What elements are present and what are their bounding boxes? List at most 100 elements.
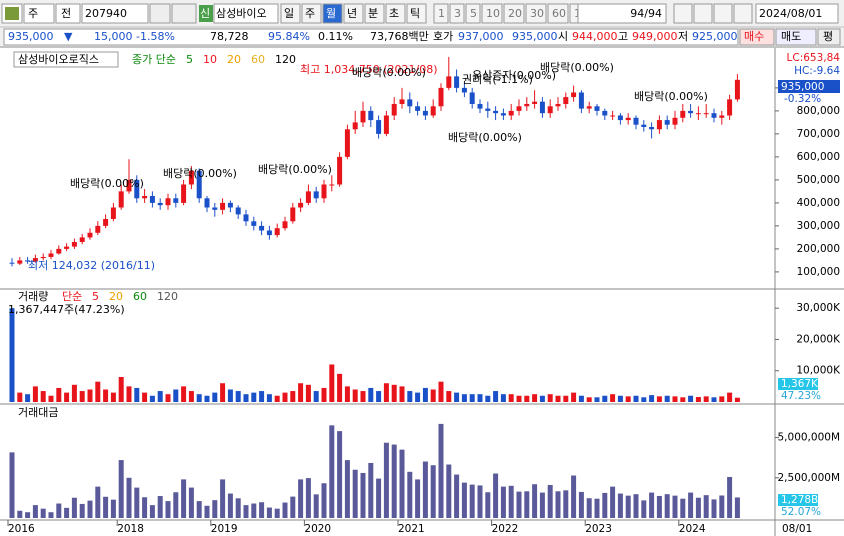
bar (719, 396, 725, 402)
button[interactable] (733, 3, 753, 24)
bar (274, 508, 280, 518)
button[interactable] (465, 3, 481, 24)
count-button: 20 (508, 7, 522, 20)
candle-body (25, 260, 31, 262)
bar (641, 500, 647, 518)
bar (376, 478, 382, 518)
button[interactable] (280, 3, 301, 24)
y-tick-label: 500,000 (797, 174, 840, 186)
bar (617, 493, 623, 518)
button[interactable] (301, 3, 322, 24)
bar (173, 389, 179, 402)
candle-body (719, 115, 725, 118)
info-bid: 935,000 (512, 30, 558, 43)
bar (407, 391, 413, 402)
bar (32, 386, 38, 402)
bar (711, 397, 717, 402)
bar (649, 492, 655, 518)
candle-body (391, 103, 397, 116)
candle-body (266, 230, 272, 236)
button[interactable] (385, 3, 406, 24)
bar (633, 395, 639, 402)
button[interactable] (449, 3, 465, 24)
button[interactable] (343, 3, 364, 24)
button[interactable] (149, 3, 171, 24)
ma-legend: 120 (275, 53, 296, 66)
candle-body (274, 228, 280, 236)
button[interactable] (817, 28, 841, 46)
bar (571, 475, 577, 518)
button[interactable] (775, 28, 817, 46)
bar (734, 497, 740, 518)
bar (407, 471, 413, 518)
button (213, 3, 279, 24)
interval-button: 년 (347, 7, 357, 20)
event-label: 배당락(0.00%) (258, 163, 332, 176)
bar (532, 484, 538, 518)
button[interactable] (713, 3, 733, 24)
button[interactable] (503, 3, 525, 24)
button[interactable] (739, 28, 775, 46)
candle-body (641, 124, 647, 127)
button (577, 3, 667, 24)
candle-body (243, 214, 249, 222)
candle-body (352, 122, 358, 130)
bar (212, 392, 218, 402)
candle-body (454, 76, 460, 88)
candle-body (703, 113, 709, 115)
bar (298, 383, 304, 402)
bar (578, 395, 584, 402)
side-label: LC:653,84 (787, 52, 841, 64)
bar (649, 395, 655, 402)
bar (672, 495, 678, 518)
bar (547, 394, 553, 402)
bar (727, 392, 733, 402)
button[interactable] (81, 3, 149, 24)
candle-body (633, 117, 639, 125)
candle-body (17, 260, 23, 264)
ma-legend: 120 (157, 290, 178, 303)
bar (368, 462, 374, 518)
bar (571, 392, 577, 402)
x-tick-label: 2022 (492, 523, 519, 535)
bar (204, 395, 210, 402)
info-direction: ▼ (64, 30, 73, 43)
bar (79, 391, 85, 402)
x-tick-label: 2024 (679, 523, 706, 535)
bar (17, 392, 23, 402)
button[interactable] (171, 3, 197, 24)
bar (656, 396, 662, 402)
bar (477, 394, 483, 402)
bar (422, 461, 428, 518)
bar (391, 384, 397, 402)
candle-body (95, 225, 101, 233)
last-ratio: 47.23% (781, 390, 821, 402)
interval-button: 월 (326, 7, 336, 20)
button[interactable] (547, 3, 569, 24)
button[interactable] (433, 3, 449, 24)
bar (25, 512, 31, 518)
candle-body (547, 106, 553, 114)
bar (9, 452, 15, 518)
y-tick-label: 700,000 (797, 128, 840, 140)
candle-body (586, 106, 592, 109)
button[interactable] (406, 3, 427, 24)
bar (173, 492, 179, 518)
bar (157, 496, 163, 518)
bar (87, 500, 93, 518)
bar (40, 391, 46, 402)
button[interactable] (23, 3, 55, 24)
bar (664, 494, 670, 518)
button[interactable] (525, 3, 547, 24)
button[interactable] (673, 3, 693, 24)
button[interactable] (364, 3, 385, 24)
button[interactable] (481, 3, 503, 24)
last-change: -0.32% (784, 93, 821, 105)
button[interactable] (693, 3, 713, 24)
button[interactable] (55, 3, 81, 24)
candle-body (251, 221, 257, 226)
candle-body (376, 120, 382, 134)
count-button: 30 (530, 7, 544, 20)
candle-body (446, 76, 452, 88)
button[interactable] (322, 3, 343, 24)
